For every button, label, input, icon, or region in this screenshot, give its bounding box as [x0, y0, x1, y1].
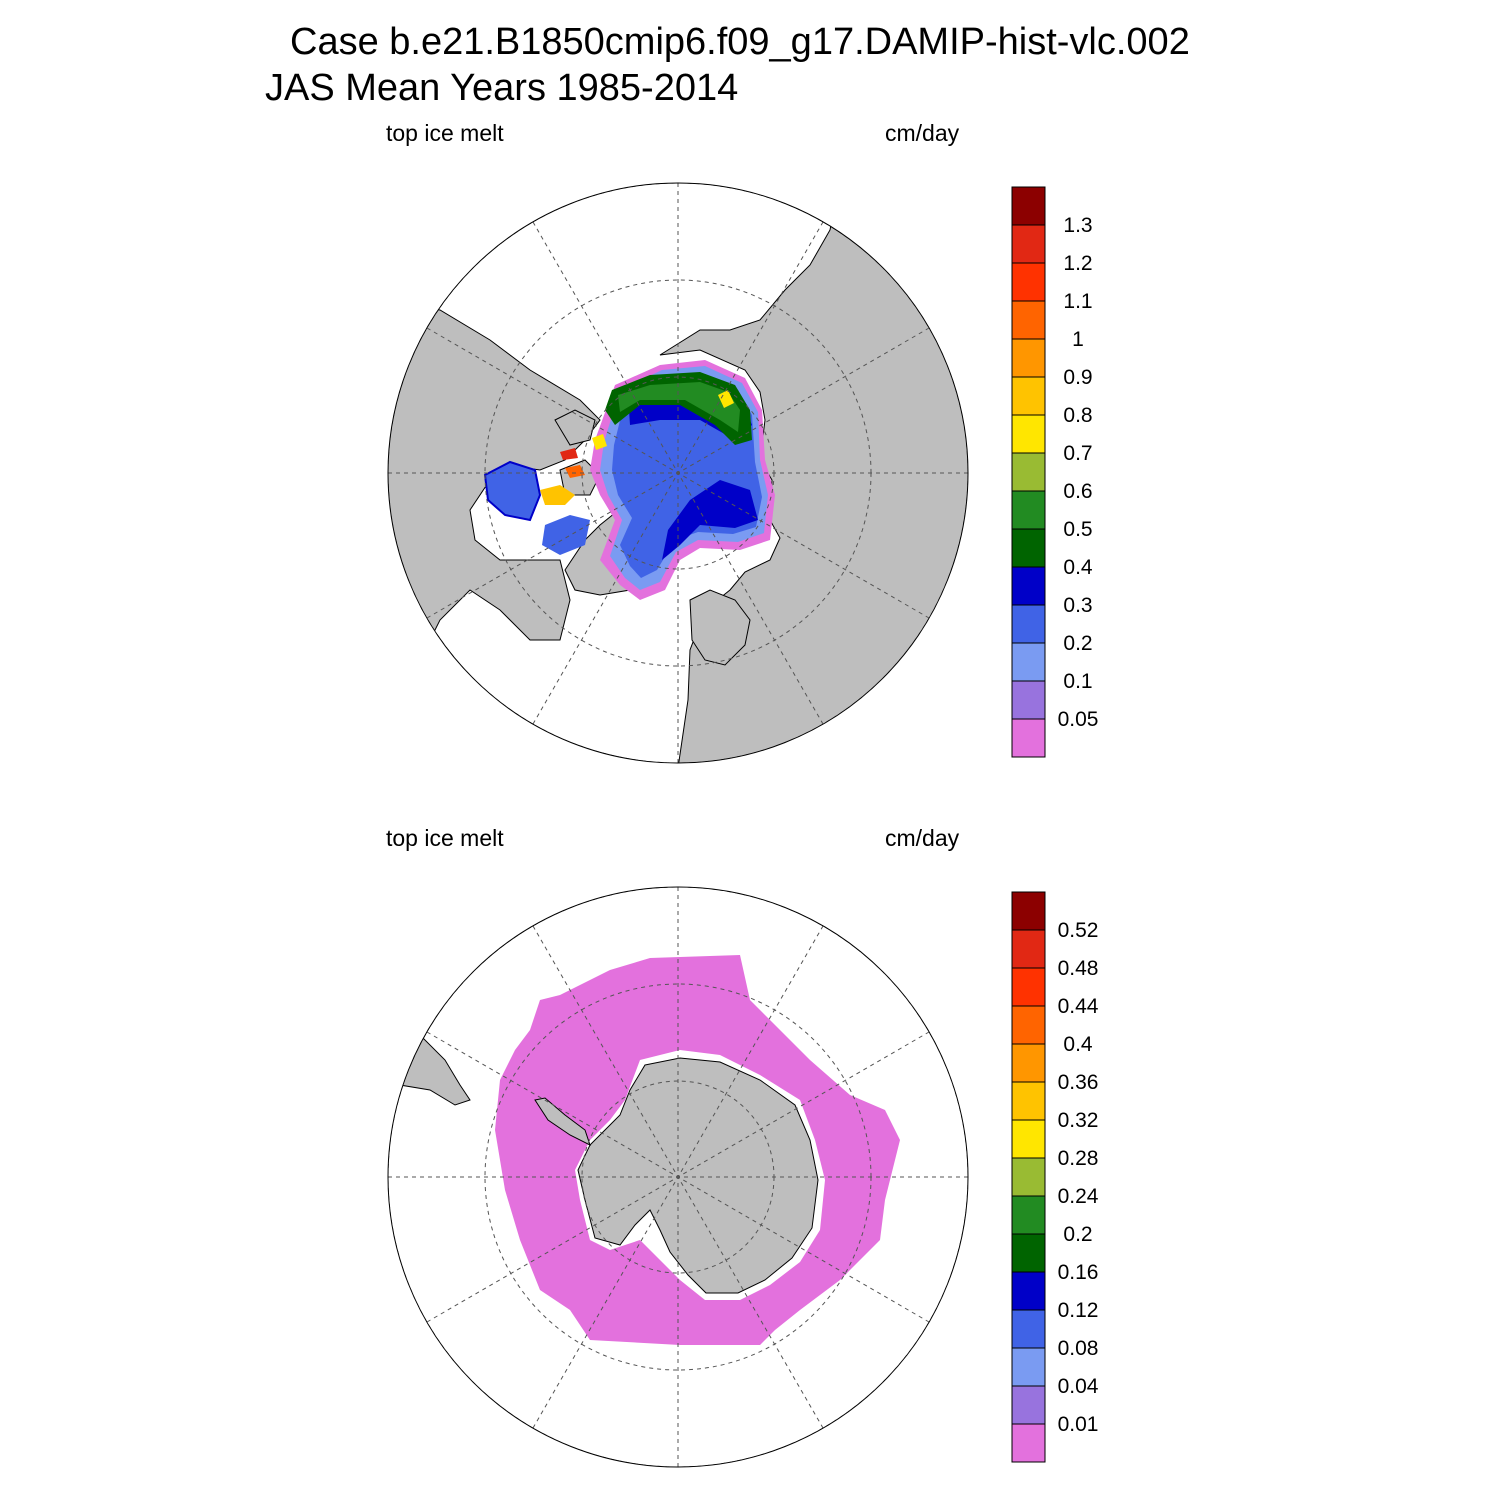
- north-colorbar-label: 0.4: [1063, 556, 1093, 579]
- south-colorbar-box: [1011, 1423, 1046, 1463]
- south-colorbar-box: [1011, 1043, 1046, 1083]
- north-colorbar-label: 0.8: [1063, 404, 1092, 427]
- south-colorbar-box: [1011, 1119, 1046, 1159]
- north-colorbar-label: 0.05: [1058, 708, 1099, 731]
- south-panel-units-label: cm/day: [885, 825, 960, 851]
- north-colorbar-box: [1011, 528, 1046, 568]
- north-colorbar-box: [1011, 186, 1046, 226]
- south-graticule: [388, 887, 968, 1467]
- north-colorbar-label: 1.1: [1063, 290, 1092, 313]
- south-colorbar-box: [1011, 1385, 1046, 1425]
- south-colorbar-label: 0.12: [1058, 1299, 1099, 1322]
- figure-title-period: JAS Mean Years 1985-2014: [265, 67, 739, 109]
- north-ice-yellow-spot-2: [592, 390, 734, 450]
- south-colorbar-label: 0.52: [1058, 919, 1099, 942]
- north-colorbar-box: [1011, 262, 1046, 302]
- south-polar-map: [387, 886, 969, 1468]
- north-ice-yellow-spot: [540, 485, 575, 505]
- north-colorbar-label: 0.3: [1063, 594, 1092, 617]
- south-colorbar-box: [1011, 1271, 1046, 1311]
- south-colorbar-label: 0.08: [1058, 1337, 1099, 1360]
- north-colorbar-box: [1011, 452, 1046, 492]
- north-polar-map: [387, 182, 969, 764]
- south-colorbar-label: 0.36: [1058, 1071, 1099, 1094]
- north-colorbar-box: [1011, 338, 1046, 378]
- north-ice-orange-spot: [565, 465, 585, 478]
- north-colorbar-box: [1011, 376, 1046, 416]
- south-colorbar-label: 0.2: [1063, 1223, 1092, 1246]
- south-panel-left-label: top ice melt: [386, 825, 504, 851]
- north-panel-units-label: cm/day: [885, 120, 960, 146]
- south-colorbar-box: [1011, 1195, 1046, 1235]
- south-colorbar-label: 0.28: [1058, 1147, 1099, 1170]
- south-colorbar-box: [1011, 967, 1046, 1007]
- south-colorbar-box: [1011, 1347, 1046, 1387]
- north-colorbar-label: 0.2: [1063, 632, 1092, 655]
- north-graticule: [388, 183, 968, 763]
- south-colorbar-box: [1011, 929, 1046, 969]
- south-colorbar-label: 0.01: [1058, 1413, 1099, 1436]
- south-colorbar-box: [1011, 1157, 1046, 1197]
- south-colorbar-label: 0.44: [1058, 995, 1099, 1018]
- north-colorbar-box: [1011, 680, 1046, 720]
- south-colorbar-box: [1011, 1081, 1046, 1121]
- north-ice-green: [618, 382, 740, 432]
- north-colorbar-box: [1011, 604, 1046, 644]
- north-colorbar-box: [1011, 642, 1046, 682]
- south-land-antarctic-peninsula: [534, 1097, 591, 1146]
- north-panel-left-label: top ice melt: [386, 120, 504, 146]
- south-colorbar-box: [1011, 1005, 1046, 1045]
- south-colorbar-label: 0.4: [1063, 1033, 1093, 1056]
- south-colorbar-label: 0.48: [1058, 957, 1099, 980]
- figure-title-case: Case b.e21.B1850cmip6.f09_g17.DAMIP-hist…: [290, 21, 1190, 63]
- north-colorbar-box: [1011, 414, 1046, 454]
- north-colorbar-label: 1.2: [1063, 252, 1092, 275]
- south-colorbar-box: [1011, 891, 1046, 931]
- north-colorbar: 0.05 0.1 0.2 0.3 0.4 0.5 0.6 0.7 0.8 0.9 1 1.1 1.2 1.…: [1011, 186, 1099, 758]
- south-colorbar-label: 0.16: [1058, 1261, 1099, 1284]
- north-colorbar-box: [1011, 300, 1046, 340]
- south-ice-ring: [495, 955, 900, 1345]
- north-ice-hudson-bay: [483, 460, 542, 522]
- north-colorbar-label: 1: [1072, 328, 1084, 351]
- south-colorbar-label: 0.24: [1058, 1185, 1099, 1208]
- south-colorbar-box: [1011, 1309, 1046, 1349]
- north-colorbar-label: 0.1: [1063, 670, 1092, 693]
- south-land-antarctica: [577, 1057, 819, 1294]
- south-colorbar-box: [1011, 1233, 1046, 1273]
- north-colorbar-box: [1011, 490, 1046, 530]
- north-colorbar-label: 0.5: [1063, 518, 1092, 541]
- north-colorbar-label: 0.7: [1063, 442, 1092, 465]
- north-land-scandinavia: [689, 589, 751, 666]
- north-colorbar-box: [1011, 718, 1046, 758]
- north-colorbar-label: 0.6: [1063, 480, 1092, 503]
- north-ice-red-spot: [560, 448, 578, 460]
- north-colorbar-box: [1011, 224, 1046, 264]
- north-colorbar-label: 0.9: [1063, 366, 1092, 389]
- south-colorbar-label: 0.04: [1058, 1375, 1099, 1398]
- south-colorbar: 0.01 0.04 0.08 0.12 0.16 0.2 0.24 0.28 0.32 0.36 0…: [1011, 891, 1099, 1463]
- south-colorbar-label: 0.32: [1058, 1109, 1099, 1132]
- north-colorbar-label: 1.3: [1063, 214, 1092, 237]
- north-colorbar-box: [1011, 566, 1046, 606]
